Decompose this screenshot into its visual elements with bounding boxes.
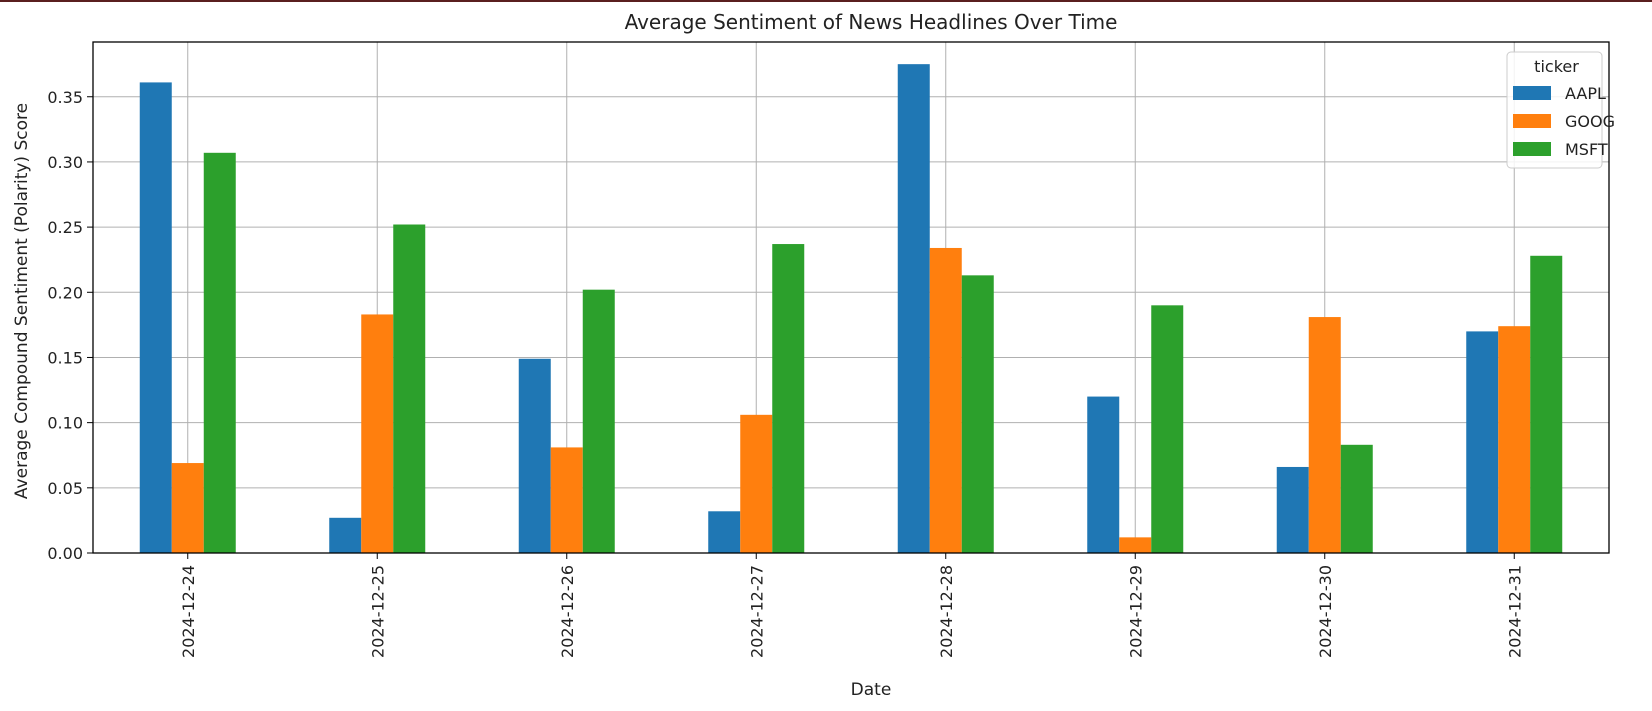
bar-msft-2024-12-31	[1530, 255, 1563, 554]
y-axis-label: Average Compound Sentiment (Polarity) Sc…	[12, 103, 32, 499]
bar-msft-2024-12-27	[772, 244, 805, 553]
y-tick-label: 0.30	[47, 153, 83, 172]
bar-aapl-2024-12-24	[139, 82, 172, 554]
x-tick-label: 2024-12-26	[558, 565, 577, 658]
bar-goog-2024-12-31	[1498, 326, 1531, 553]
bar-goog-2024-12-27	[740, 414, 773, 553]
y-tick-label: 0.00	[47, 544, 83, 563]
bar-aapl-2024-12-27	[708, 511, 741, 553]
x-tick-label: 2024-12-27	[747, 565, 766, 658]
legend-swatch-goog	[1513, 114, 1551, 128]
x-axis-label: Date	[851, 680, 892, 700]
bar-aapl-2024-12-30	[1276, 466, 1309, 553]
bar-aapl-2024-12-31	[1466, 331, 1499, 553]
bar-goog-2024-12-28	[929, 247, 962, 553]
y-axis: 0.00 0.05 0.10 0.15 0.20 0.25 0.30 0.35	[47, 88, 93, 563]
y-tick-label: 0.20	[47, 283, 83, 302]
bar-goog-2024-12-30	[1308, 317, 1341, 553]
y-tick-label: 0.25	[47, 218, 83, 237]
x-tick-label: 2024-12-25	[368, 565, 387, 658]
legend-swatch-msft	[1513, 142, 1551, 156]
bar-msft-2024-12-29	[1151, 305, 1184, 553]
y-tick-label: 0.35	[47, 88, 83, 107]
y-tick-label: 0.05	[47, 479, 83, 498]
top-border	[0, 0, 1652, 2]
legend-swatch-aapl	[1513, 86, 1551, 100]
x-tick-label: 2024-12-30	[1316, 565, 1335, 658]
bar-aapl-2024-12-25	[329, 517, 362, 553]
bar-msft-2024-12-28	[961, 275, 994, 553]
bar-msft-2024-12-24	[203, 152, 236, 553]
x-tick-label: 2024-12-31	[1505, 565, 1524, 658]
bar-aapl-2024-12-26	[518, 358, 551, 553]
bar-goog-2024-12-29	[1119, 537, 1152, 553]
x-tick-label: 2024-12-29	[1126, 565, 1145, 658]
bar-goog-2024-12-26	[550, 447, 583, 553]
legend-label-aapl: AAPL	[1565, 84, 1606, 103]
legend-box	[1506, 51, 1603, 169]
x-tick-label: 2024-12-28	[937, 565, 956, 658]
legend-title: ticker	[1534, 57, 1579, 76]
chart-title: Average Sentiment of News Headlines Over…	[625, 10, 1118, 34]
bar-msft-2024-12-30	[1340, 444, 1373, 553]
y-tick-label: 0.15	[47, 348, 83, 367]
bar-goog-2024-12-24	[171, 463, 204, 553]
grid	[93, 42, 1609, 554]
legend-label-msft: MSFT	[1565, 140, 1608, 159]
bar-msft-2024-12-26	[582, 289, 615, 553]
x-axis: 2024-12-24 2024-12-25 2024-12-26 2024-12-27…	[179, 553, 1524, 658]
bar-goog-2024-12-25	[361, 314, 394, 553]
bar-aapl-2024-12-28	[897, 64, 930, 554]
legend-label-goog: GOOG	[1565, 112, 1615, 131]
y-tick-label: 0.10	[47, 414, 83, 433]
plot-frame	[92, 41, 1610, 554]
bars	[139, 64, 1563, 554]
x-tick-label: 2024-12-24	[179, 565, 198, 658]
bar-msft-2024-12-25	[393, 224, 426, 553]
legend: ticker AAPL GOOG MSFT	[1506, 51, 1615, 169]
bar-aapl-2024-12-29	[1087, 396, 1120, 553]
